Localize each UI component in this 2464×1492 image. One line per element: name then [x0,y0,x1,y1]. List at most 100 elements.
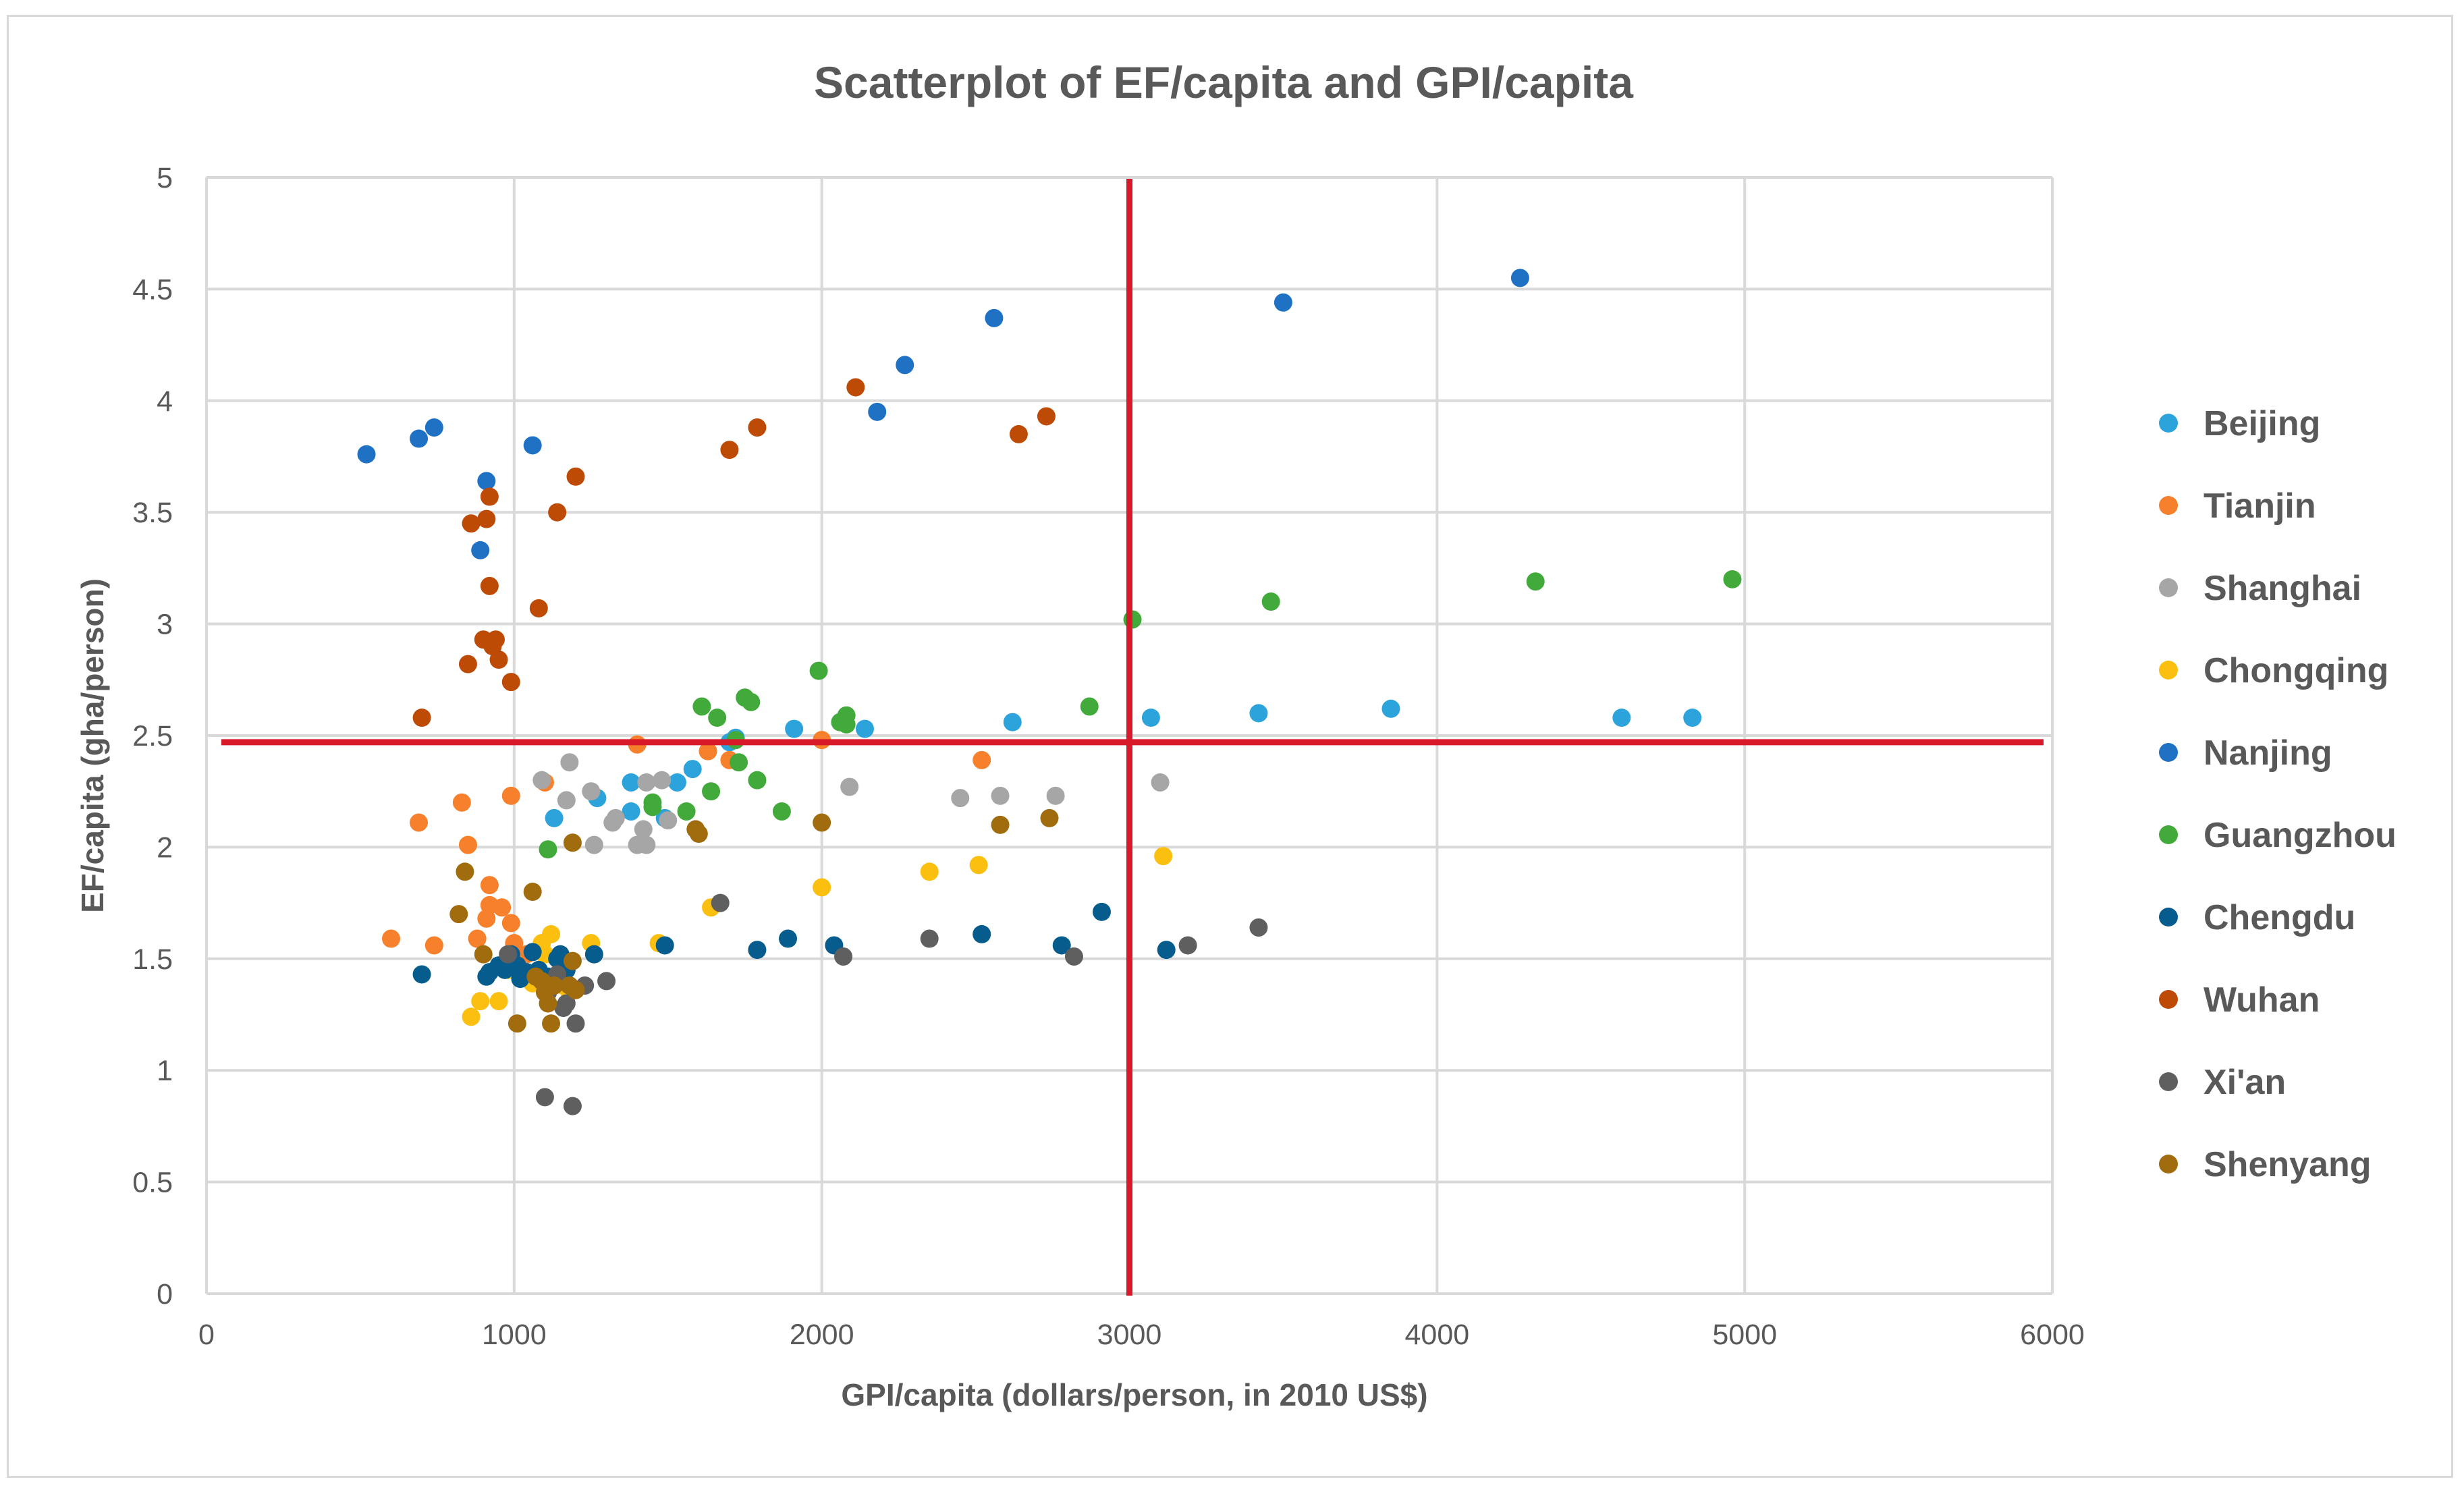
point-xi-an [1064,947,1083,966]
point-guangzhou [742,692,761,711]
point-guangzhou [1123,610,1142,629]
legend-marker-guangzhou [2159,825,2178,844]
point-shenyang [545,976,564,995]
point-wuhan [480,576,499,595]
legend-label-chongqing: Chongqing [2203,651,2388,690]
legend-label-beijing: Beijing [2203,404,2320,443]
data-points [357,269,1742,1115]
point-chongqing [471,992,490,1011]
point-tianjin [493,898,512,917]
point-tianjin [973,750,991,769]
point-xi-an [535,1088,554,1107]
point-guangzhou [677,802,696,821]
chart-frame: Scatterplot of EF/capita and GPI/capita … [7,15,2453,1478]
x-tick-label: 0 [198,1319,215,1351]
x-tick-label: 5000 [1712,1319,1777,1351]
point-guangzhou [809,661,828,680]
point-chengdu [748,941,767,960]
point-guangzhou [772,802,791,821]
point-xi-an [557,994,576,1013]
legend-marker-chengdu [2159,908,2178,927]
chart-title: Scatterplot of EF/capita and GPI/capita [814,57,1634,107]
y-tick-label: 3.5 [132,497,173,529]
point-chengdu [584,945,603,964]
point-tianjin [501,786,520,805]
point-shanghai [557,791,576,810]
point-shenyang [474,945,493,964]
x-tick-label: 2000 [790,1319,854,1351]
point-chengdu [412,965,431,984]
point-shenyang [539,994,557,1013]
point-xi-an [566,1014,585,1033]
point-tianjin [452,793,471,812]
x-tick-label: 6000 [2020,1319,2085,1351]
point-chengdu [779,929,798,948]
legend-label-guangzhou: Guangzhou [2203,816,2397,855]
point-wuhan [1037,407,1056,426]
point-guangzhou [1526,572,1545,591]
y-tick-label: 2.5 [132,720,173,752]
point-nanjing [425,418,443,437]
legend-marker-chongqing [2159,661,2178,680]
point-chongqing [920,862,939,881]
point-chengdu [973,924,991,943]
point-shanghai [637,773,656,792]
point-shenyang [991,815,1010,834]
point-xi-an [1249,918,1268,937]
point-shenyang [449,905,468,924]
legend-marker-beijing [2159,414,2178,433]
point-tianjin [458,835,477,854]
point-wuhan [548,503,567,522]
y-tick-label: 1.5 [132,943,173,976]
point-guangzhou [539,840,557,859]
point-beijing [667,773,686,792]
point-guangzhou [1261,592,1280,611]
point-nanjing [868,402,887,421]
legend-label-shenyang: Shenyang [2203,1145,2372,1184]
point-guangzhou [1723,570,1742,588]
point-shanghai [659,811,678,830]
point-wuhan [480,487,499,506]
point-guangzhou [748,771,767,790]
point-chongqing [813,878,831,897]
point-nanjing [896,356,914,375]
point-beijing [1612,709,1631,727]
point-shenyang [689,825,708,844]
point-wuhan [501,673,520,692]
y-tick-label: 4.5 [132,273,173,306]
point-wuhan [458,655,477,673]
point-xi-an [597,972,616,991]
x-tick-label: 3000 [1097,1319,1162,1351]
point-guangzhou [702,782,721,801]
point-wuhan [566,467,585,486]
scatter-chart: Scatterplot of EF/capita and GPI/capita … [75,57,2397,1412]
point-guangzhou [837,706,856,725]
point-tianjin [501,914,520,933]
point-wuhan [1009,424,1028,443]
point-chongqing [542,924,561,943]
point-nanjing [1510,269,1529,287]
y-tick-label: 4 [157,385,173,418]
y-tick-label: 0.5 [132,1167,173,1199]
point-tianjin [468,929,487,948]
point-nanjing [357,445,376,464]
point-xi-an [499,945,518,964]
point-guangzhou [643,793,662,812]
point-chongqing [969,856,988,875]
point-guangzhou [1080,697,1099,716]
point-tianjin [480,876,499,895]
point-shanghai [584,835,603,854]
point-tianjin [410,813,429,832]
axis-tick-labels: 0 0.5 1 1.5 2 2.5 3 3.5 4 4.5 5 0 1000 2000 3000 4000 50… [132,162,2085,1351]
point-shenyang [456,862,474,881]
point-chongqing [1154,847,1173,866]
point-shenyang [563,833,582,852]
point-chengdu [1092,902,1111,921]
point-beijing [1249,704,1268,723]
point-shenyang [508,1014,526,1033]
legend-label-tianjin: Tianjin [2203,487,2316,526]
x-axis-title: GPI/capita (dollars/person, in 2010 US$) [841,1377,1427,1412]
legend-label-chengdu: Chengdu [2203,898,2355,937]
legend-marker-tianjin [2159,496,2178,515]
point-beijing [1683,709,1702,727]
